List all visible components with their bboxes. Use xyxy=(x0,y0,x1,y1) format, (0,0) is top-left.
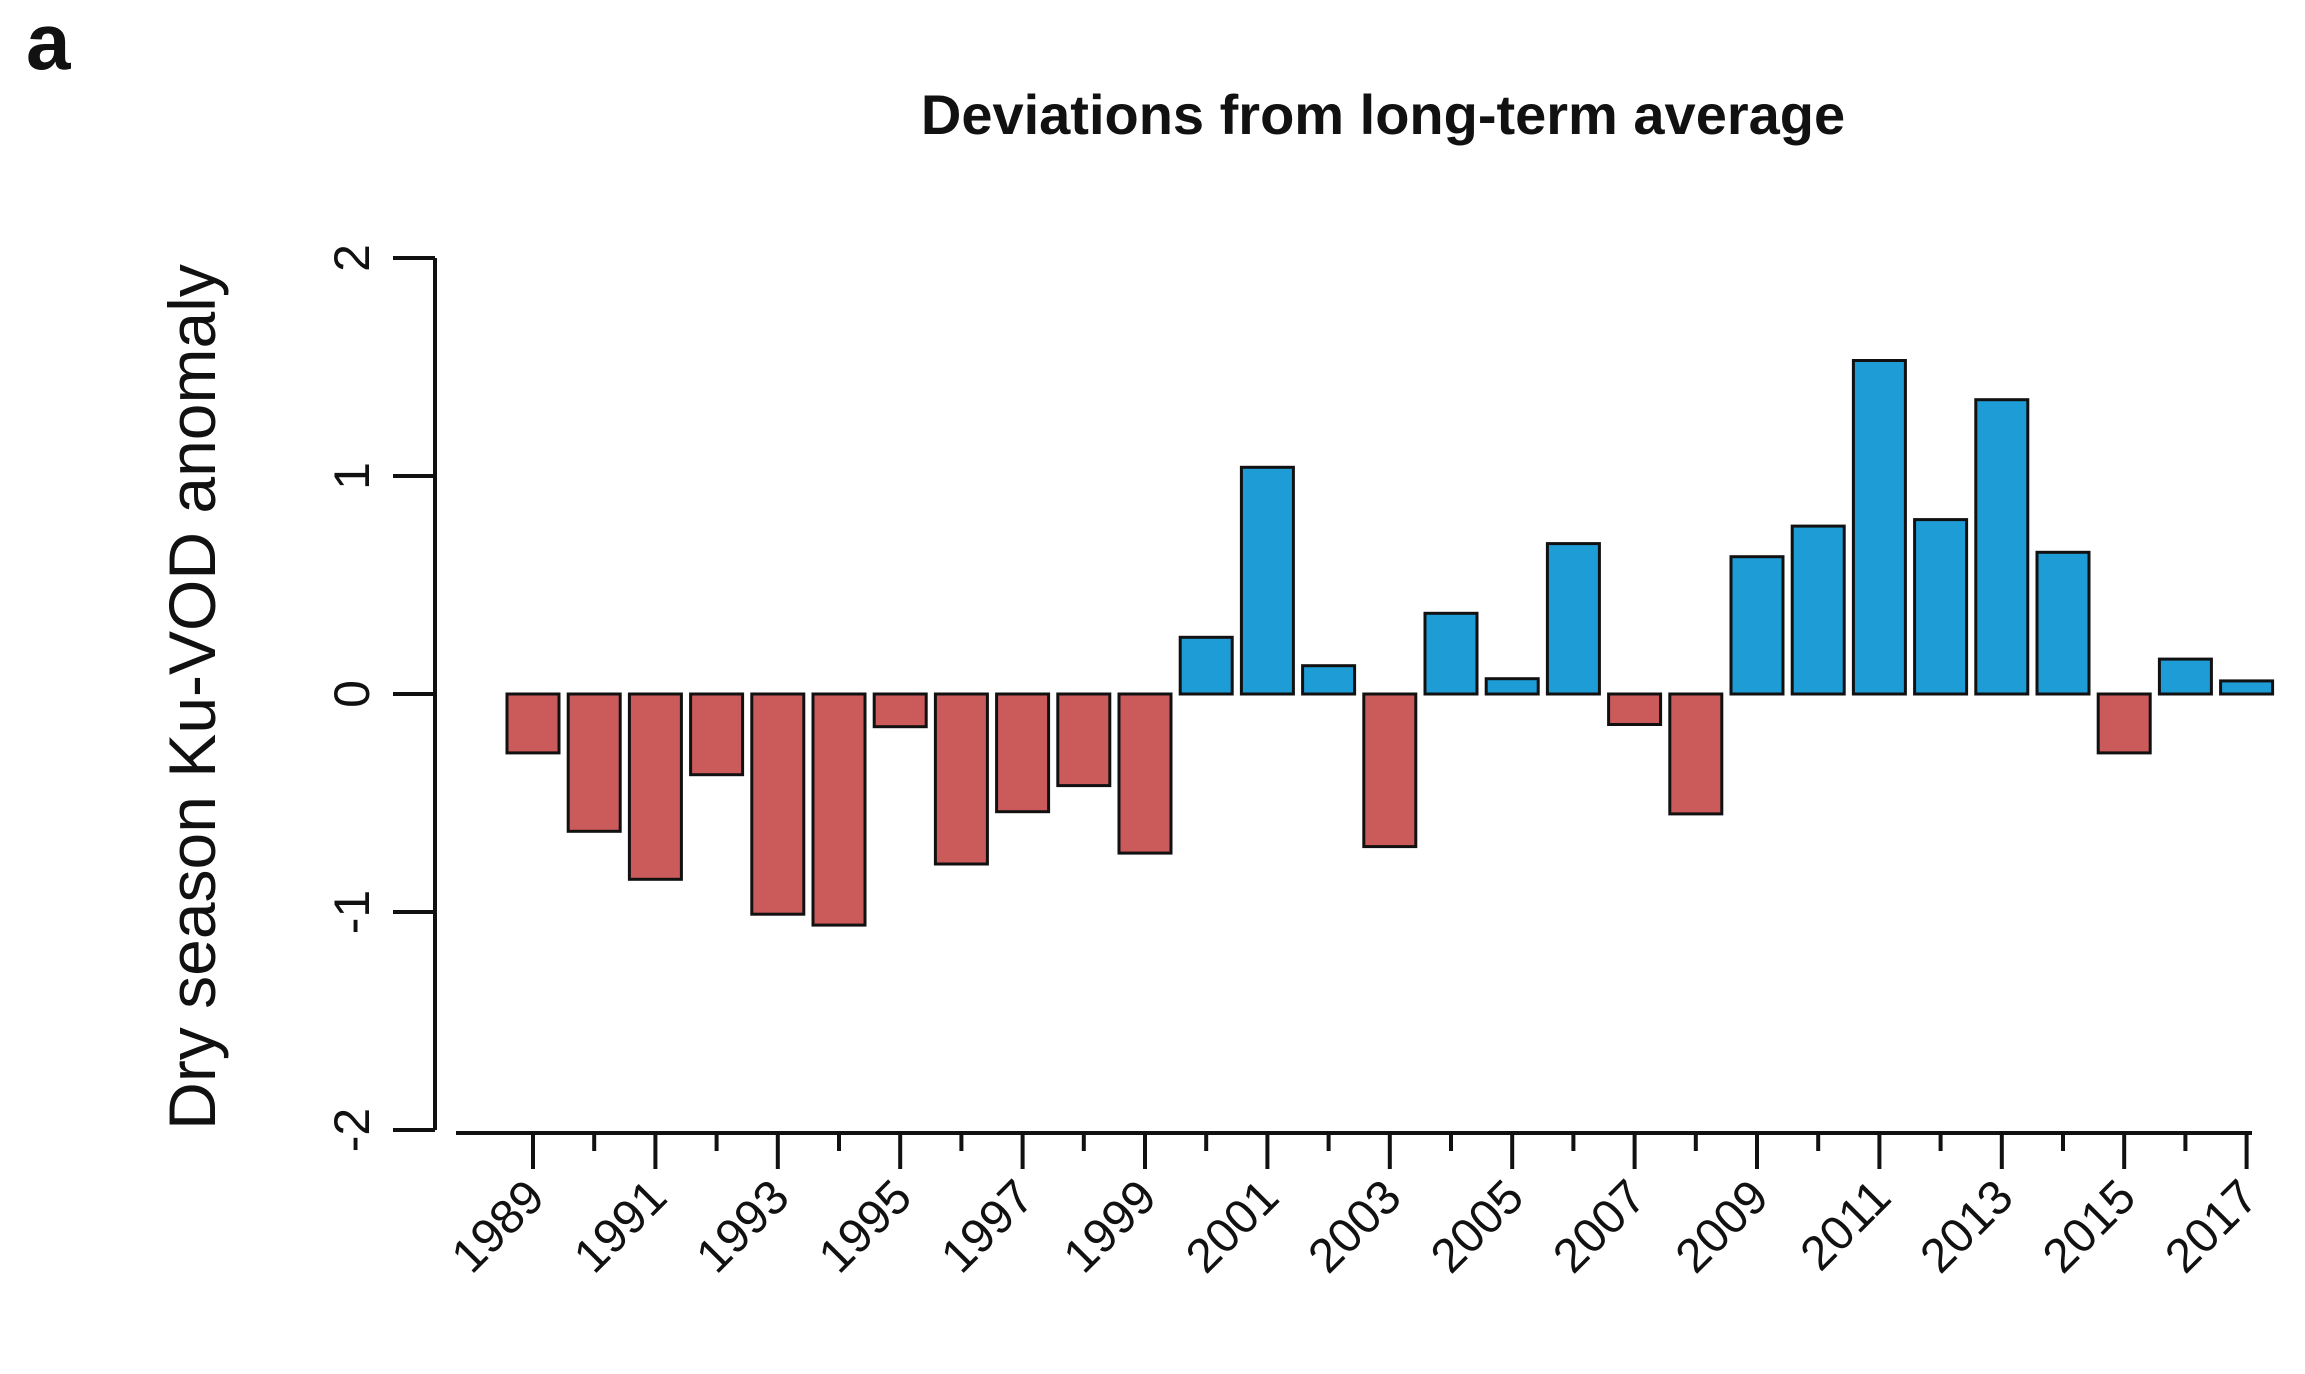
x-tick-label-1993: 1993 xyxy=(687,1170,800,1283)
bar-1997 xyxy=(995,692,1051,814)
x-tick-label-1991: 1991 xyxy=(564,1170,677,1283)
y-tick-label-2: 2 xyxy=(324,244,380,272)
bar-1989 xyxy=(505,692,561,755)
bar-2014 xyxy=(2035,550,2091,696)
x-tick-label-2003: 2003 xyxy=(1299,1170,1412,1283)
bar-2010 xyxy=(1790,524,1846,696)
bar-1991 xyxy=(627,692,683,881)
x-tick-label-2013: 2013 xyxy=(1911,1170,2024,1283)
bar-2001 xyxy=(1239,465,1295,696)
x-tick-label-2007: 2007 xyxy=(1543,1170,1656,1283)
bar-2015 xyxy=(2096,692,2152,755)
x-tick-label-2009: 2009 xyxy=(1666,1170,1779,1283)
x-tick-label-1995: 1995 xyxy=(809,1170,922,1283)
bar-2004 xyxy=(1423,611,1479,696)
bar-2003 xyxy=(1362,692,1418,849)
bar-1996 xyxy=(933,692,989,866)
bar-2002 xyxy=(1301,664,1357,696)
x-tick-label-2001: 2001 xyxy=(1176,1170,1289,1283)
bar-2012 xyxy=(1913,518,1969,696)
x-tick-label-2005: 2005 xyxy=(1421,1170,1534,1283)
y-tick-label--2: -2 xyxy=(324,1108,380,1152)
bar-2009 xyxy=(1729,555,1785,696)
bar-1990 xyxy=(566,692,622,833)
chart-title: Deviations from long-term average xyxy=(920,83,1846,146)
x-tick-label-2011: 2011 xyxy=(1791,1170,1901,1280)
y-tick-label-1: 1 xyxy=(324,462,380,490)
x-tick-label-1997: 1997 xyxy=(931,1170,1044,1283)
x-tick-label-2015: 2015 xyxy=(2033,1170,2146,1283)
bar-2005 xyxy=(1484,677,1540,696)
x-tick-label-1989: 1989 xyxy=(442,1170,555,1283)
panel-label: a xyxy=(26,0,71,86)
bar-2008 xyxy=(1668,692,1724,816)
bar-2006 xyxy=(1545,542,1601,696)
bar-1998 xyxy=(1056,692,1112,788)
bar-1992 xyxy=(689,692,745,777)
bar-2017 xyxy=(2219,679,2275,696)
bar-2000 xyxy=(1178,635,1234,696)
bar-1999 xyxy=(1117,692,1173,855)
bar-2007 xyxy=(1607,692,1663,726)
x-tick-label-2017: 2017 xyxy=(2155,1170,2268,1283)
bar-1995 xyxy=(872,692,928,729)
y-tick-label-0: 0 xyxy=(324,680,380,708)
bar-1994 xyxy=(811,692,867,927)
y-tick-label--1: -1 xyxy=(324,890,380,934)
bar-2011 xyxy=(1851,359,1907,696)
bar-2016 xyxy=(2157,657,2213,696)
bar-1993 xyxy=(750,692,806,916)
x-tick-label-1999: 1999 xyxy=(1054,1170,1167,1283)
bar-2013 xyxy=(1974,398,2030,696)
